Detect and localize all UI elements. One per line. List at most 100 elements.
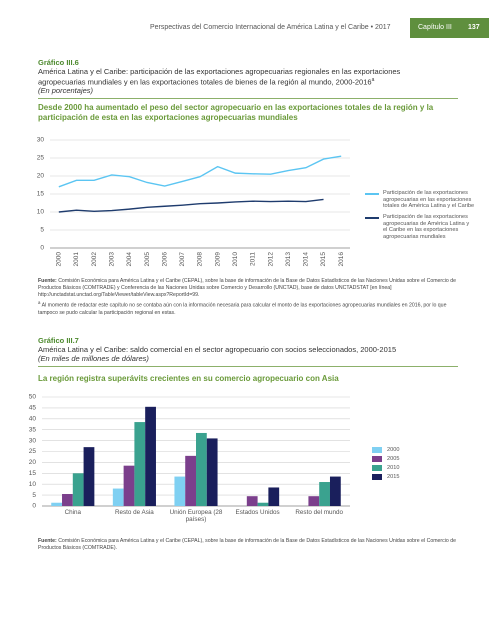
- bar: [246, 496, 258, 506]
- y-tick-label: 20: [37, 173, 45, 180]
- y-tick-label: 45: [29, 405, 37, 412]
- figure-label: Gráfico III.7: [38, 336, 79, 345]
- y-tick-label: 10: [29, 481, 37, 488]
- x-tick-label: 2012: [267, 252, 274, 267]
- source: Fuente: Comisión Económica para América …: [38, 278, 458, 317]
- legend-entry: Participación de las exportaciones agrop…: [365, 190, 475, 210]
- x-tick-label: 2001: [73, 252, 80, 267]
- bar: [174, 476, 186, 506]
- figure-label: Gráfico III.6: [38, 58, 79, 67]
- x-tick-label: 2005: [144, 252, 151, 267]
- bar: [112, 488, 124, 506]
- x-tick-label: Estados Unidos: [235, 509, 280, 516]
- bar: [308, 496, 320, 506]
- x-tick-label: 2000: [56, 252, 63, 267]
- y-tick-label: 0: [40, 245, 44, 252]
- x-tick-label: 2013: [285, 252, 292, 267]
- chart-svg: 0 5 10 15 20 25 30 35 40 45 50: [29, 394, 350, 510]
- bar: [257, 502, 269, 506]
- chapter: Capítulo III: [418, 24, 452, 31]
- y-tick-label: 5: [40, 227, 44, 234]
- bar: [196, 432, 207, 506]
- line: [58, 198, 324, 213]
- rule: [38, 98, 458, 99]
- y-tick-label: 15: [37, 191, 45, 198]
- y-tick-label: 25: [37, 155, 45, 162]
- note-mark: a: [371, 77, 375, 83]
- y-tick-label: 0: [32, 503, 36, 510]
- bar: [123, 465, 135, 506]
- source-text: Comisión Económica para América Latina y…: [38, 278, 456, 298]
- legend-label: 2015: [387, 474, 400, 480]
- source-text: Comisión Económica para América Latina y…: [38, 538, 456, 551]
- chapter-box: Capítulo III 137: [410, 18, 489, 38]
- y-tick-label: 50: [29, 394, 37, 401]
- x-tick-label: Resto de Asia: [114, 509, 154, 516]
- x-tick-label: Unión Europea (28 países): [169, 509, 223, 523]
- bar: [145, 406, 156, 506]
- figure-heading: La región registra superávits crecientes…: [38, 374, 339, 383]
- chart: 0 5 10 15 20 25 30 35 40 45 50 China Resto de Asia Un…: [20, 392, 480, 532]
- bar: [329, 476, 341, 506]
- figure-subtitle: (En porcentajes): [38, 86, 94, 95]
- legend-swatch: [365, 193, 379, 195]
- legend-entry: 2015: [372, 474, 432, 481]
- x-tick-label: 2016: [338, 252, 345, 267]
- figure-title: América Latina y el Caribe: saldo comerc…: [38, 345, 397, 354]
- x-tick-label: 2014: [303, 252, 310, 267]
- figure-heading: Desde 2000 ha aumentado el peso del sect…: [38, 103, 434, 122]
- y-tick-label: 10: [37, 209, 45, 216]
- source-label: Fuente:: [38, 538, 57, 544]
- y-tick-label: 30: [29, 437, 37, 444]
- legend-entry: 2000: [372, 447, 432, 454]
- source: Fuente: Comisión Económica para América …: [38, 538, 458, 552]
- y-tick-label: 30: [37, 137, 45, 144]
- x-tick-label: 2007: [179, 252, 186, 267]
- x-tick-label: 2010: [232, 252, 239, 267]
- x-tick-label: 2006: [161, 252, 168, 267]
- legend-swatch: [372, 474, 382, 480]
- page-number: 137: [468, 24, 480, 31]
- x-tick-label: 2008: [197, 252, 204, 267]
- x-tick-label: 2002: [91, 252, 98, 267]
- rule: [38, 366, 458, 367]
- x-tick-label: Resto del mundo: [295, 509, 343, 516]
- x-tick-label: 2015: [320, 252, 327, 267]
- x-tick-label: 2011: [250, 252, 257, 266]
- chart: 0 5 10 15 20 25 30 2000 2001 2002 2003 2004 2005 2006…: [20, 132, 480, 272]
- y-tick-label: 40: [29, 416, 37, 423]
- legend-label: 2005: [387, 456, 400, 462]
- y-tick-label: 20: [29, 459, 37, 466]
- legend-swatch: [372, 456, 382, 462]
- title-text: América Latina y el Caribe: participació…: [38, 67, 401, 87]
- running-title: Perspectivas del Comercio Internacional …: [150, 24, 391, 31]
- bar: [319, 482, 330, 506]
- y-tick-label: 25: [29, 448, 37, 455]
- figure-subtitle: (En miles de millones de dólares): [38, 354, 149, 363]
- legend-entry: Participación de las exportaciones agrop…: [365, 214, 475, 240]
- legend-label: Participación de las exportaciones agrop…: [383, 190, 475, 209]
- x-tick-label: 2004: [126, 252, 133, 267]
- line: [58, 155, 342, 188]
- bar: [134, 422, 146, 506]
- x-tick-label: 2003: [108, 252, 115, 267]
- y-tick-label: 15: [29, 470, 37, 477]
- x-tick-label: 2009: [214, 252, 221, 267]
- bar: [206, 438, 218, 506]
- y-tick-label: 35: [29, 426, 37, 433]
- legend-label: Participación de las exportaciones agrop…: [383, 214, 470, 240]
- bar: [62, 494, 73, 506]
- y-tick-label: 5: [32, 492, 36, 499]
- legend-swatch: [365, 217, 379, 219]
- legend-entry: 2005: [372, 456, 432, 463]
- figure-title: América Latina y el Caribe: participació…: [38, 67, 448, 87]
- legend-entry: 2010: [372, 465, 432, 472]
- legend-label: 2010: [387, 465, 400, 471]
- bar: [268, 487, 280, 506]
- bar: [51, 502, 63, 506]
- bar: [83, 447, 95, 506]
- x-tick-label: China: [64, 509, 82, 516]
- legend-swatch: [372, 465, 382, 471]
- note-mark: a: [38, 300, 41, 305]
